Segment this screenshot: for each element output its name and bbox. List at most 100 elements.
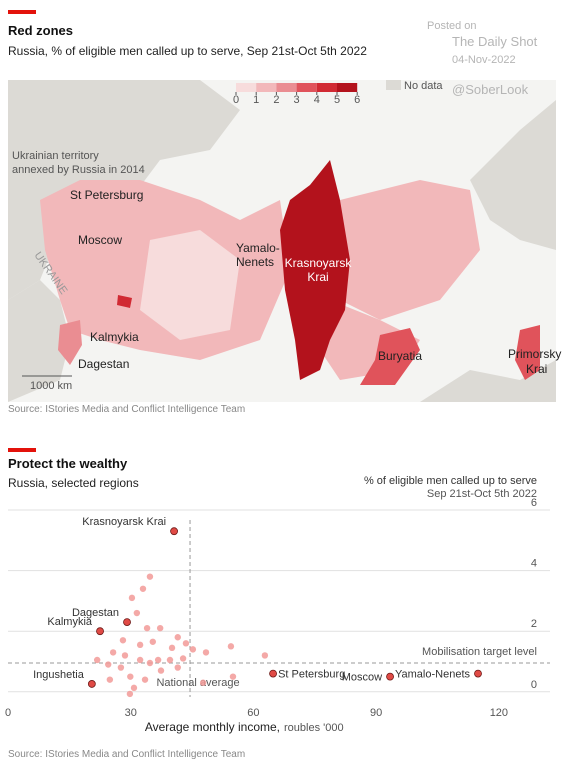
legend-swatch (386, 80, 401, 90)
point (202, 649, 210, 656)
point (157, 667, 165, 674)
point (128, 594, 136, 602)
watermark: 04-Nov-2022 (452, 54, 516, 66)
point-label: Yamalo-Nenets (395, 669, 470, 681)
map-label: Krai (526, 362, 547, 376)
map (8, 80, 556, 402)
legend-swatch (296, 83, 317, 92)
region (140, 230, 240, 340)
point (126, 690, 134, 698)
source: Source: IStories Media and Conflict Inte… (8, 749, 245, 760)
y-tick-label: 0 (531, 679, 537, 691)
y-axis-label: Sep 21st-Oct 5th 2022 (427, 488, 537, 500)
land (8, 280, 70, 402)
scale-label: 1000 km (30, 380, 72, 392)
point (168, 644, 176, 652)
average-label: National average (156, 677, 239, 689)
accent-bar (8, 10, 36, 14)
region (330, 180, 480, 320)
point (87, 680, 96, 688)
legend-label: No data (404, 80, 443, 92)
x-axis-label: Average monthly income, (145, 720, 280, 734)
point-label: St Petersburg (278, 669, 345, 681)
point (117, 664, 125, 671)
accent-bar (8, 448, 36, 452)
watermark: Posted on (427, 20, 477, 32)
point (123, 618, 131, 627)
map-label: Buryatia (378, 349, 422, 363)
y-tick-label: 6 (531, 497, 537, 509)
x-tick-label: 30 (125, 707, 137, 719)
point (136, 641, 144, 649)
map-label: Kalmykia (90, 330, 139, 344)
point (174, 634, 181, 641)
land (420, 360, 556, 402)
point (106, 676, 114, 683)
point (386, 672, 394, 681)
region (280, 160, 350, 380)
legend-tick-label: 3 (294, 94, 300, 106)
point-label: Krasnoyarsk Krai (82, 516, 166, 528)
point (96, 627, 104, 636)
point (166, 656, 174, 664)
point (136, 656, 144, 664)
map-subtitle: Russia, % of eligible men called up to s… (8, 44, 367, 58)
point-label: Moscow (342, 672, 382, 684)
point (127, 673, 134, 680)
point (227, 643, 235, 650)
legend-swatch (256, 83, 277, 92)
legend-tick-label: 1 (253, 94, 259, 106)
point (121, 652, 129, 659)
scatter-subtitle: Russia, selected regions (8, 476, 139, 490)
target-label: Mobilisation target level (422, 646, 537, 658)
region (360, 328, 420, 385)
x-tick-label: 120 (490, 707, 508, 719)
legend-swatch (276, 83, 297, 92)
watermark: @SoberLook (452, 82, 529, 97)
region (515, 325, 540, 380)
land (470, 100, 556, 250)
watermark: The Daily Shot (452, 34, 538, 49)
map-label: Krai (307, 270, 328, 284)
map-label: annexed by Russia in 2014 (12, 164, 145, 176)
point (269, 669, 277, 678)
map-label: Primorsky (508, 347, 561, 361)
point (474, 669, 482, 678)
point-label: Kalmykia (47, 616, 93, 628)
point (199, 679, 207, 686)
legend-tick-label: 0 (233, 94, 239, 106)
legend-tick-label: 4 (314, 94, 320, 106)
legend-swatch (236, 83, 257, 92)
x-tick-label: 0 (5, 707, 11, 719)
x-tick-label: 60 (247, 707, 259, 719)
point (189, 646, 197, 653)
point (105, 661, 112, 668)
map-label: Krasnoyarsk (285, 256, 353, 270)
point (119, 637, 127, 644)
source: Source: IStories Media and Conflict Inte… (8, 404, 245, 415)
point (133, 609, 141, 617)
point (179, 655, 187, 662)
point (141, 676, 149, 683)
legend-swatch (337, 83, 358, 92)
map-legend: 0 1 2 3 4 5 6 No data (233, 80, 443, 106)
point (156, 624, 164, 632)
point (149, 638, 157, 645)
region (117, 295, 132, 308)
legend-tick-label: 2 (273, 94, 279, 106)
point (93, 656, 101, 664)
point (109, 649, 117, 656)
point (154, 656, 162, 664)
map-title: Red zones (8, 23, 73, 38)
point-label: Ingushetia (33, 669, 85, 681)
legend-tick-label: 5 (334, 94, 340, 106)
point (130, 684, 138, 692)
x-tick-label: 90 (370, 707, 382, 719)
map-label: Ukrainian territory (12, 150, 99, 162)
point (229, 673, 237, 680)
map-label: Dagestan (78, 357, 129, 371)
point (170, 527, 178, 536)
point-label: Dagestan (72, 607, 119, 619)
map-label: Yamalo- (236, 241, 280, 255)
